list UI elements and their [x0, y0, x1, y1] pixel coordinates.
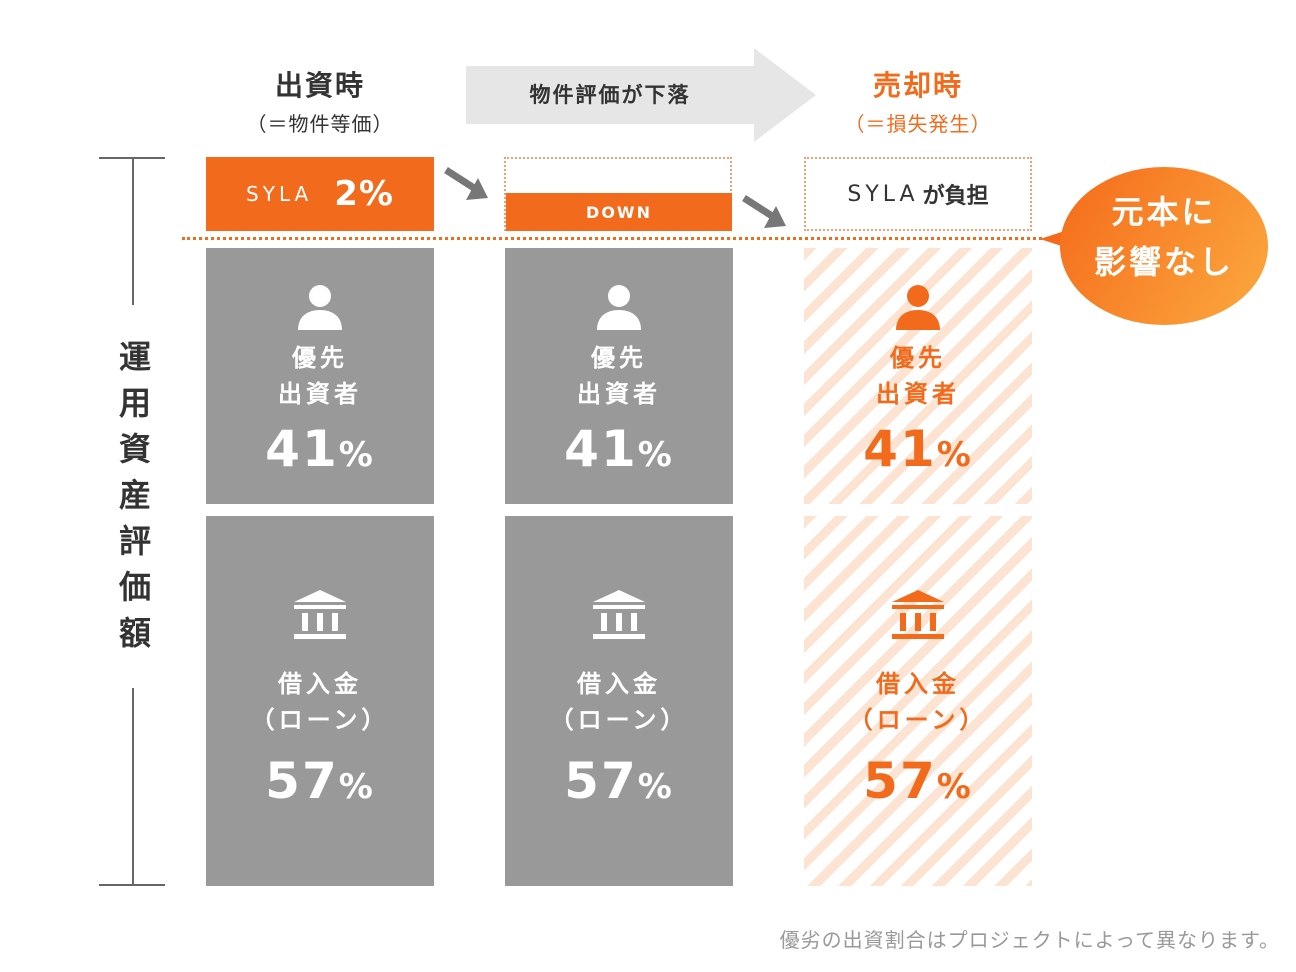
investor-value: 41	[863, 420, 937, 478]
syla-burden-box: SYLA が負担	[804, 157, 1032, 231]
person-icon	[896, 285, 940, 330]
investor-label-2: 出資者	[278, 380, 362, 408]
loan-value: 57	[265, 752, 339, 810]
column-subtitle-initial: （＝物件等価）	[246, 112, 394, 136]
loan-label-1: 借入金	[876, 670, 960, 698]
callout-line-1: 元本に	[1111, 193, 1217, 231]
callout-bubble	[1060, 167, 1268, 325]
investor-label-1: 優先	[890, 344, 946, 372]
axis-line-top	[132, 157, 134, 305]
decline-banner-text: 物件評価が下落	[529, 83, 691, 107]
syla-stake-box: SYLA 2%	[206, 157, 434, 231]
investor-block-sale: 優先 出資者 41%	[804, 248, 1032, 504]
loan-label-2: （ローン）	[549, 706, 689, 734]
loan-unit: %	[637, 767, 674, 807]
burden-brand: SYLA	[847, 181, 919, 207]
axis-label: 運用資産評価額	[114, 340, 152, 662]
arrow-down-right-icon	[444, 167, 488, 200]
arrow-down-right-icon	[742, 195, 786, 228]
investor-block-decline: 優先 出資者 41%	[505, 248, 733, 504]
person-icon	[298, 285, 342, 330]
person-icon	[597, 285, 641, 330]
bank-icon	[593, 590, 645, 639]
callout-text: 元本に 影響なし	[1060, 187, 1268, 287]
bank-icon	[294, 590, 346, 639]
investor-unit: %	[936, 435, 973, 475]
loan-label-2: （ローン）	[250, 706, 390, 734]
loan-label-1: 借入金	[278, 670, 362, 698]
investor-unit: %	[637, 435, 674, 475]
investor-label-2: 出資者	[876, 380, 960, 408]
loan-block-decline: 借入金 （ローン） 57%	[505, 516, 733, 886]
loan-label-2: （ローン）	[848, 706, 988, 734]
column-title-sale: 売却時	[872, 69, 963, 102]
column-subtitle-sale: （＝損失発生）	[844, 112, 992, 136]
loan-value: 57	[564, 752, 638, 810]
column-title-initial: 出資時	[274, 69, 365, 102]
loan-label-1: 借入金	[577, 670, 661, 698]
down-bar: DOWN	[506, 193, 732, 231]
callout-line-2: 影響なし	[1093, 243, 1234, 281]
baseline-dotted-line	[182, 237, 1042, 240]
investor-value: 41	[265, 420, 339, 478]
syla-brand: SYLA	[246, 182, 313, 206]
loan-value: 57	[863, 752, 937, 810]
loan-unit: %	[936, 767, 973, 807]
loan-block-initial: 借入金 （ローン） 57%	[206, 516, 434, 886]
investor-block-initial: 優先 出資者 41%	[206, 248, 434, 504]
investor-label-1: 優先	[591, 344, 647, 372]
investor-value: 41	[564, 420, 638, 478]
syla-percent: 2%	[334, 174, 394, 214]
loan-block-sale: 借入金 （ローン） 57%	[804, 516, 1032, 886]
axis-bottom-cap	[99, 884, 165, 886]
axis-line-bottom	[132, 688, 134, 886]
investor-unit: %	[338, 435, 375, 475]
investor-label-1: 優先	[292, 344, 348, 372]
investor-label-2: 出資者	[577, 380, 661, 408]
bank-icon	[892, 590, 944, 639]
loan-unit: %	[338, 767, 375, 807]
footnote: 優劣の出資割合はプロジェクトによって異なります。	[779, 928, 1280, 952]
burden-text: が負担	[922, 184, 989, 209]
